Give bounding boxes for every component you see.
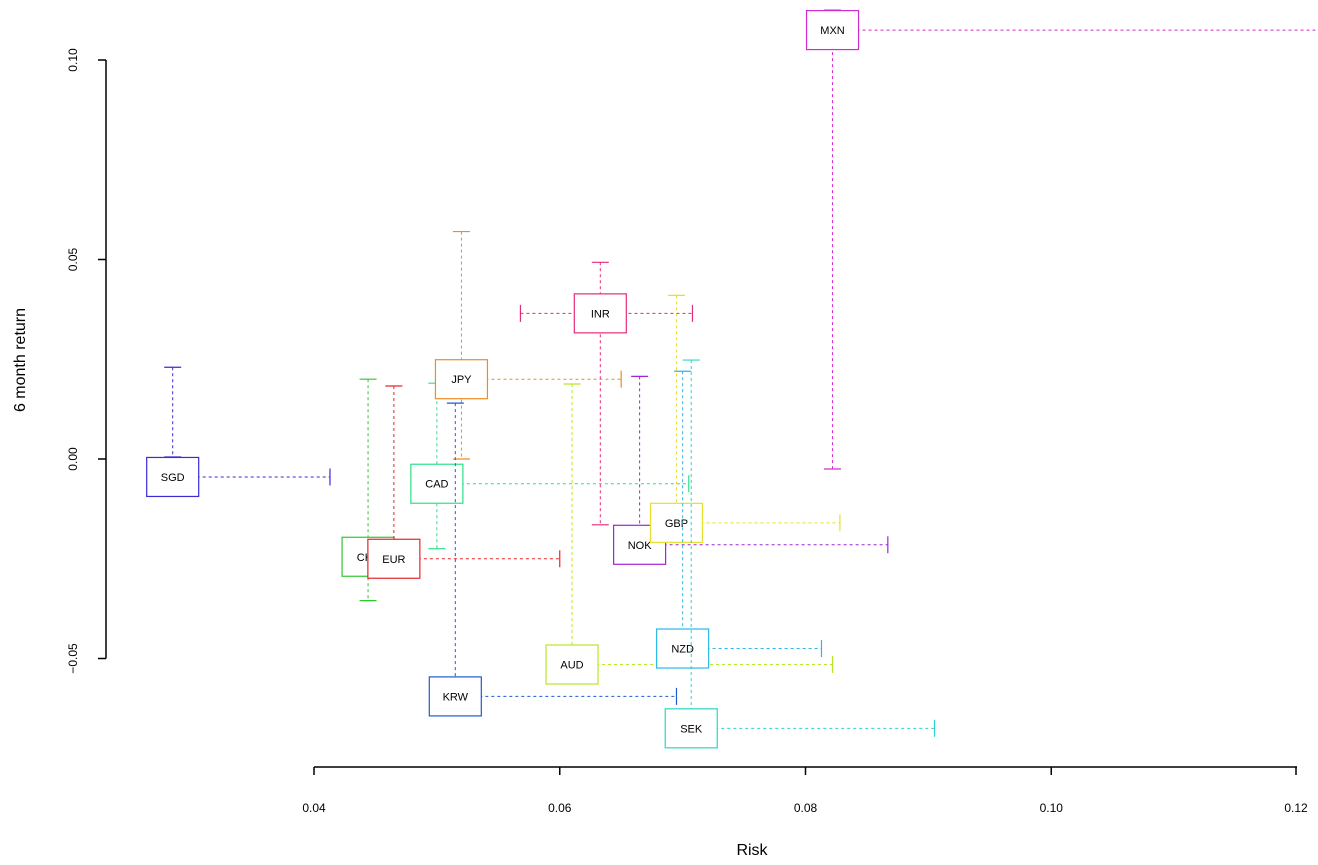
currency-point-cad: CAD bbox=[410, 382, 690, 550]
currency-box bbox=[146, 456, 200, 498]
y-tick-label: 0.10 bbox=[66, 48, 80, 72]
currency-label: JPY bbox=[451, 374, 472, 386]
currency-box bbox=[649, 502, 704, 543]
currency-label: INR bbox=[591, 308, 610, 320]
y-tick-label: 0.05 bbox=[66, 247, 80, 271]
currency-label: KRW bbox=[443, 691, 469, 703]
currency-box bbox=[573, 293, 627, 334]
y-tick-label: −0.05 bbox=[66, 643, 80, 674]
currency-box bbox=[428, 676, 482, 717]
currency-label: AUD bbox=[560, 659, 583, 671]
currency-label: CAD bbox=[425, 479, 448, 491]
currency-label: NOK bbox=[628, 540, 653, 552]
axes: 0.04 0.06 0.08 0.10 0.12 −0.05 0.00 0.05 0.10 bbox=[66, 48, 1308, 815]
currency-box bbox=[656, 628, 710, 669]
currency-point-sgd: SGD bbox=[146, 366, 331, 498]
currency-box bbox=[434, 359, 489, 400]
x-tick-label: 0.04 bbox=[302, 801, 326, 815]
currency-box bbox=[805, 9, 860, 51]
currency-box bbox=[367, 538, 421, 579]
currency-point-nzd: NZD bbox=[656, 370, 823, 669]
currency-box bbox=[664, 708, 718, 749]
currency-point-krw: KRW bbox=[428, 402, 678, 717]
currency-box bbox=[545, 644, 599, 685]
currency-point-gbp: GBP bbox=[649, 294, 841, 543]
currency-label: SEK bbox=[680, 723, 703, 735]
x-tick-label: 0.12 bbox=[1284, 801, 1308, 815]
currency-point-aud: AUD bbox=[545, 383, 834, 685]
currency-label: GBP bbox=[665, 518, 688, 530]
currency-point-inr: INR bbox=[519, 261, 694, 526]
x-tick-label: 0.06 bbox=[548, 801, 572, 815]
x-tick-label: 0.08 bbox=[794, 801, 818, 815]
currency-label: SGD bbox=[161, 472, 185, 484]
currency-point-sek: SEK bbox=[664, 359, 936, 749]
x-axis-title: Risk bbox=[736, 842, 768, 859]
currency-label: MXN bbox=[820, 25, 845, 37]
plot-area: SGDCHFEURCADJPYKRWAUDINRNOKGBPNZDSEKMXN bbox=[146, 9, 1318, 749]
currency-point-eur: EUR bbox=[367, 385, 561, 579]
currency-point-mxn: MXN bbox=[805, 9, 1318, 470]
currency-box bbox=[410, 463, 464, 504]
y-tick-label: 0.00 bbox=[66, 447, 80, 471]
currency-point-jpy: JPY bbox=[434, 230, 622, 460]
y-axis-title: 6 month return bbox=[12, 308, 29, 412]
x-tick-label: 0.10 bbox=[1040, 801, 1064, 815]
currency-label: EUR bbox=[382, 554, 405, 566]
currency-label: NZD bbox=[671, 644, 694, 656]
